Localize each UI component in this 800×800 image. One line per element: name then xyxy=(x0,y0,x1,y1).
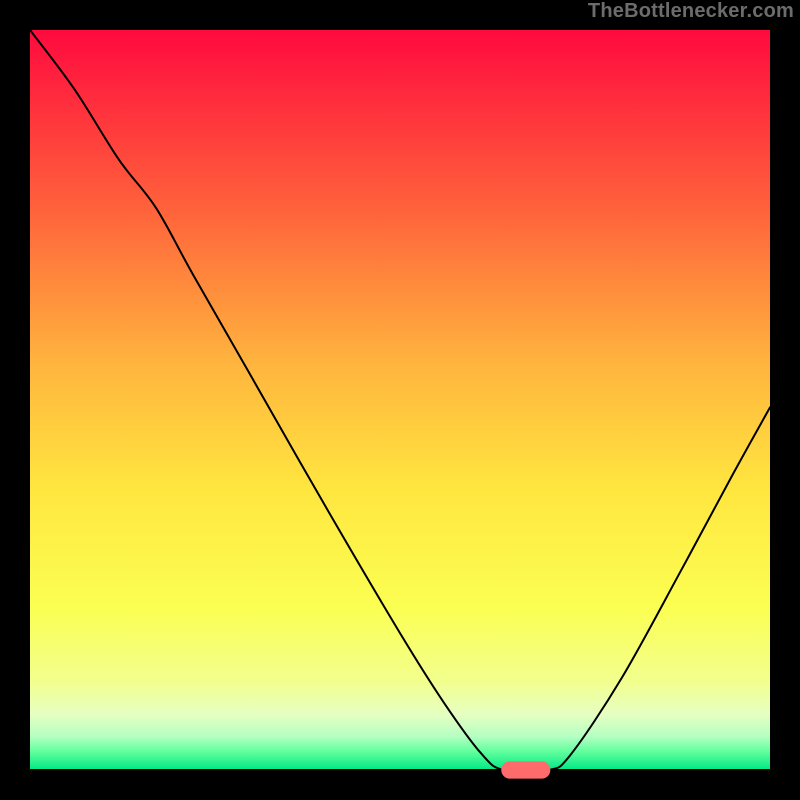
chart-stage: TheBottlenecker.com xyxy=(0,0,800,800)
chart-svg xyxy=(0,0,800,800)
plot-background xyxy=(30,30,770,770)
optimal-marker xyxy=(502,762,550,778)
watermark-text: TheBottlenecker.com xyxy=(588,0,794,23)
